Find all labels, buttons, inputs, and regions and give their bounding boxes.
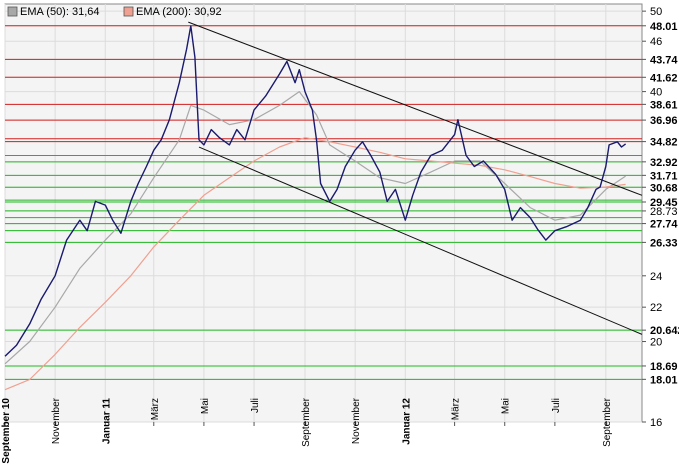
ema50-line (4, 90, 626, 365)
plot-area (4, 3, 643, 423)
y-tick-label: 38.61 (650, 99, 678, 111)
y-tick-label: 18.69 (650, 361, 678, 373)
y-tick-label: 18.01 (650, 374, 678, 386)
y-tick-label: 16 (650, 417, 662, 429)
y-tick-label: 30.68 (650, 182, 678, 194)
y-tick-label: 24 (650, 271, 662, 283)
y-tick-label: 40 (650, 87, 662, 99)
x-tick-label: März (451, 398, 462, 420)
y-tick-label: 20 (650, 337, 662, 349)
y-tick-label: 32.92 (650, 157, 678, 169)
x-tick-label: September (301, 397, 312, 447)
legend-swatch-ema50 (7, 6, 18, 17)
y-tick-label: 46 (650, 36, 662, 48)
x-tick-label: Januar 11 (101, 398, 112, 445)
y-tick-label: 29.45 (650, 197, 678, 209)
x-tick-label: Mai (501, 398, 512, 414)
x-tick-label: Juli (551, 398, 562, 413)
y-tick-label: 22 (650, 302, 662, 314)
x-tick-label: Mai (200, 398, 211, 414)
y-tick-label: 50 (650, 6, 662, 18)
price-line (4, 25, 627, 357)
legend-label-ema50: EMA (50): 31,64 (20, 6, 100, 18)
y-tick-label: 26.33 (650, 237, 678, 249)
legend: EMA (50): 31,64 EMA (200): 30,92 (7, 6, 222, 18)
x-tick-label: Juli (250, 398, 261, 413)
upper-trend-line (188, 21, 643, 196)
y-tick-label: 43.74 (650, 54, 678, 66)
x-tick-label: November (351, 397, 362, 444)
x-tick-label: September (602, 397, 613, 447)
legend-swatch-ema200 (123, 6, 134, 17)
y-tick-label: 34.82 (650, 137, 678, 149)
ema200-line (4, 137, 626, 391)
x-tick-label: November (51, 397, 62, 444)
x-tick-label: Januar 12 (401, 398, 412, 445)
y-tick-label: 48.01 (650, 21, 678, 33)
y-tick-label: 31.71 (650, 170, 678, 182)
y-tick-label: 28.73 (650, 206, 678, 218)
legend-label-ema200: EMA (200): 30,92 (136, 6, 222, 18)
lower-trend-line (198, 146, 643, 335)
x-tick-label: September 10 (1, 398, 12, 464)
y-tick-label: 20.642 (650, 325, 679, 337)
y-tick-label: 41.62 (650, 72, 678, 84)
y-tick-label: 36.96 (650, 115, 678, 127)
x-tick-label: März (150, 398, 161, 420)
y-tick-label: 27.74 (650, 219, 678, 231)
